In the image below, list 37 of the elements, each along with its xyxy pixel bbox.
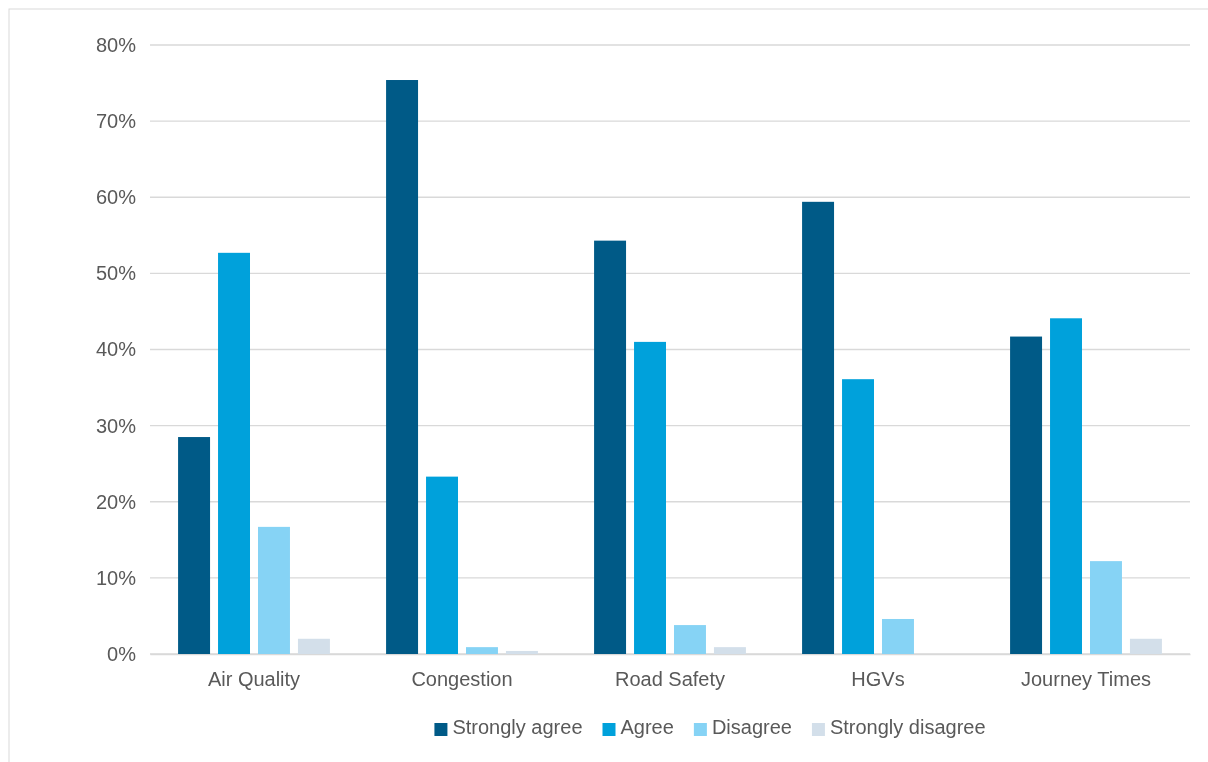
y-tick-label: 10% — [95, 566, 137, 589]
bar — [634, 341, 666, 654]
y-tick-label: 80% — [95, 33, 137, 56]
x-tick-label: Air Quality — [207, 668, 301, 691]
bar — [594, 240, 627, 654]
legend-label: Strongly disagree — [829, 716, 986, 738]
bar — [426, 476, 458, 654]
y-tick-label: 40% — [95, 338, 137, 361]
bar — [258, 526, 290, 654]
bar — [802, 201, 835, 654]
legend-label: Strongly agree — [452, 716, 583, 738]
bar — [882, 618, 914, 654]
y-tick-label: 20% — [95, 490, 137, 513]
legend-label: Disagree — [711, 716, 792, 738]
bar — [713, 647, 746, 654]
bar — [674, 625, 706, 654]
bar — [1050, 318, 1083, 654]
x-tick-label: Road Safety — [614, 668, 726, 691]
bar — [1010, 336, 1043, 654]
bar — [1129, 638, 1162, 654]
bar — [178, 437, 211, 654]
bar — [466, 647, 498, 654]
bar — [842, 379, 874, 654]
x-tick-label: HGVs — [851, 668, 905, 691]
y-tick-label: 50% — [95, 262, 137, 285]
bar — [505, 650, 538, 654]
y-tick-label: 60% — [95, 186, 137, 209]
x-tick-label: Journey Times — [1020, 668, 1152, 691]
y-tick-label: 0% — [107, 642, 137, 665]
x-tick-label: Congestion — [411, 668, 513, 691]
y-tick-label: 30% — [95, 414, 137, 437]
y-tick-label: 70% — [95, 110, 137, 133]
bar — [218, 252, 250, 654]
legend-label: Agree — [620, 716, 674, 738]
bar — [386, 80, 419, 654]
bar — [1090, 561, 1122, 654]
bar — [297, 638, 330, 654]
